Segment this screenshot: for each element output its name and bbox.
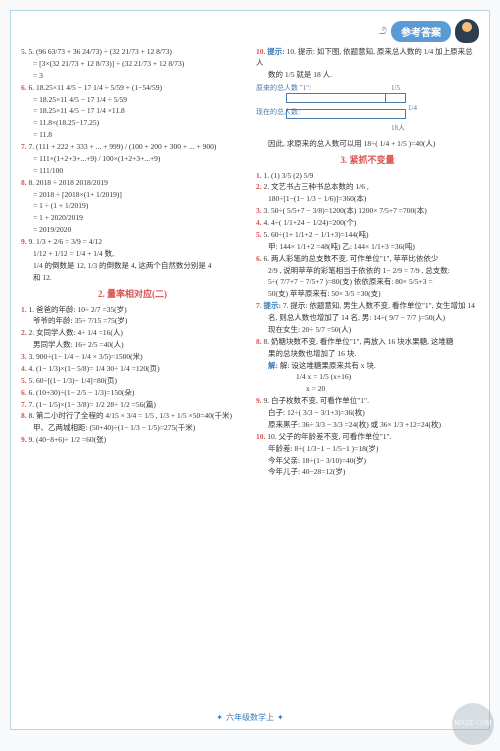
- r5: 5. 5. 60÷(1+ 1/1+2 − 1/1+3)=144(吨): [256, 230, 479, 241]
- step: 2/9 , 说明苹苹的彩笔相当于依依的 1− 2/9 = 7/9 , 总支数:: [256, 266, 479, 277]
- step: = 18.25×11 4/5 − 17 1/4 ×11.8: [21, 106, 244, 117]
- problem-7: 7. 7. (111 + 222 + 333 + ... + 999) / (1…: [21, 142, 244, 153]
- step: 解: 设这堆糖果原来共有 x 块.: [280, 361, 376, 370]
- step: 现在女生: 20÷ 5/7 =50(人): [256, 325, 479, 336]
- step: 今年父亲: 18÷(1− 3/10)=40(岁): [256, 456, 479, 467]
- step: 甲、乙两城相距: (50+40)÷(1− 1/3 − 1/5)=275(千米): [21, 423, 244, 434]
- footer-text: 六年级数学上: [226, 712, 274, 723]
- watermark: MXZE COM: [452, 703, 494, 745]
- step: 果的总块数也增加了 16 块.: [256, 349, 479, 360]
- page-footer: ✦ 六年级数学上 ✦: [11, 712, 489, 723]
- step: 白子: 12÷( 3/3 − 3/1+3)=36(枚): [256, 408, 479, 419]
- step: 因此, 求原来的总人数可以用 18÷( 1/4 + 1/5 )=40(人): [256, 139, 479, 150]
- header-deco: ೨: [379, 23, 387, 39]
- diag-label: 1/4: [408, 103, 417, 113]
- step: = 11.8: [21, 130, 244, 141]
- r2: 2. 2. 文艺书占三种书总本数的 1/6 ,: [256, 182, 479, 193]
- page: ೨ 参考答案 5. 5. (96 63/73 + 36 24/73) ÷ (32…: [10, 10, 490, 730]
- r8: 8. 8. 奶糖块数不变, 看作单位"1", 再放入 16 块水果糖, 这堆糖: [256, 337, 479, 348]
- step: 180÷[1−(1− 1/3 − 1/6)]=360(本): [256, 194, 479, 205]
- diag-label: 1/5: [391, 83, 400, 93]
- q9: 9. 9. (40−8+6)÷ 1/2 =60(张): [21, 435, 244, 446]
- step: 50(支) 苹苹原来有: 50× 3/5 =30(支): [256, 289, 479, 300]
- r3: 3. 3. 50÷( 5/5+7 − 3/8)=1200(本) 1200× 7/…: [256, 206, 479, 217]
- diag-bar-seg: [386, 93, 406, 103]
- step: 1/4 的倒数是 12, 1/3 的倒数是 4, 这两个自然数分别是 4: [21, 261, 244, 272]
- step: = 3: [21, 71, 244, 82]
- problem-6: 6. 6. 18.25×11 4/5 − 17 1/4 ÷ 5/59 + (1−…: [21, 83, 244, 94]
- q8: 8. 8. 第二小时行了全程的 4/15 × 3/4 = 1/5 , 1/3 +…: [21, 411, 244, 422]
- step: = 111/100: [21, 166, 244, 177]
- step: = 18.25×11 4/5 − 17 1/4 ÷ 5/59: [21, 95, 244, 106]
- section-title-2: 2. 量率相对应(二): [21, 288, 244, 301]
- step: 今年儿子: 40−28=12(岁): [256, 467, 479, 478]
- q4: 4. 4. (1− 1/3)×(1− 5/8)= 1/4 30÷ 1/4 =12…: [21, 364, 244, 375]
- step: 原来黑子: 36÷ 3/3 − 3/3 =24(枚) 或 36× 1/3 +12…: [256, 420, 479, 431]
- problem-10: 10. 提示: 10. 提示: 如下图, 依题意知, 原来总人数的 1/4 加上…: [256, 47, 479, 69]
- q6: 6. 6. (10+30)÷(1− 2/5 − 1/3)=150(朵): [21, 388, 244, 399]
- step: 爷爷的年龄: 35÷ 7/15 =75(岁): [21, 316, 244, 327]
- step: x = 20: [256, 384, 479, 395]
- problem-8: 8. 8. 2018 ÷ 2018 2018/2019: [21, 178, 244, 189]
- step: 和 12.: [21, 273, 244, 284]
- problem-5: 5. 5. (96 63/73 + 36 24/73) ÷ (32 21/73 …: [21, 47, 244, 58]
- diag-label: 18人: [391, 123, 405, 133]
- step: = 2019/2020: [21, 225, 244, 236]
- step: = 111×(1+2+3+...+9) / 100×(1+2+3+...+9): [21, 154, 244, 165]
- left-column: 5. 5. (96 63/73 + 36 24/73) ÷ (32 21/73 …: [21, 47, 244, 687]
- section-title-3: 3. 紧抓不变量: [256, 154, 479, 167]
- r9: 9. 9. 白子枚数不变, 可看作单位"1".: [256, 396, 479, 407]
- step: 5÷( 7/7+7 − 7/5+7 )=80(支) 依依原来有: 80× 5/5…: [256, 277, 479, 288]
- q7: 7. 7. (1− 1/5)×(1− 3/8)= 1/2 28÷ 1/2 =56…: [21, 400, 244, 411]
- step: = [3×(32 21/73 + 12 8/73)] ÷ (32 21/73 +…: [21, 59, 244, 70]
- step: 甲: 144× 1/1+2 =48(吨) 乙: 144× 1/1+3 =36(吨…: [256, 242, 479, 253]
- step: = 11.8×(18.25−17.25): [21, 118, 244, 129]
- step: = 2018 ÷ [2018×(1+ 1/2019)]: [21, 190, 244, 201]
- step: = 1 + 2020/2019: [21, 213, 244, 224]
- r6: 6. 6. 两人彩笔的总支数不变, 可作单位"1", 苹苹比依依少: [256, 254, 479, 265]
- step: 1/12 + 1/12 = 1/4 + 1/4 数,: [21, 249, 244, 260]
- diag-label: 原来的总人数 "1":: [256, 83, 311, 93]
- student-icon: [455, 19, 479, 43]
- header-badge: 参考答案: [391, 21, 451, 42]
- q2: 2. 2. 女同学人数: 4÷ 1/4 =16(人): [21, 328, 244, 339]
- step: = 1 ÷ (1 + 1/2019): [21, 201, 244, 212]
- star-icon: ✦: [216, 713, 223, 722]
- diag-bar-top: [286, 93, 386, 103]
- r1: 1. 1. (1) 3/5 (2) 5/9: [256, 171, 479, 182]
- page-header: ೨ 参考答案: [379, 19, 479, 43]
- step: 男同学人数: 16÷ 2/5 =40(人): [21, 340, 244, 351]
- step: 数的 1/5 就是 18 人.: [256, 70, 479, 81]
- q1: 1. 1. 爸爸的年龄: 10÷ 2/7 =35(岁): [21, 305, 244, 316]
- r10: 10. 10. 父子的年龄差不变, 可看作单位"1".: [256, 432, 479, 443]
- step: 年龄差: 8÷( 1/3−1 − 1/5−1 )=18(岁): [256, 444, 479, 455]
- r7: 7. 提示: 7. 提示: 依题意知, 男生人数不变, 看作单位"1", 女生增…: [256, 301, 479, 312]
- content-columns: 5. 5. (96 63/73 + 36 24/73) ÷ (32 21/73 …: [21, 47, 479, 687]
- right-column: 10. 提示: 10. 提示: 如下图, 依题意知, 原来总人数的 1/4 加上…: [256, 47, 479, 687]
- q5: 5. 5. 60÷[(1− 1/3)− 1/4]=80(页): [21, 376, 244, 387]
- step: 名, 则总人数也增加了 14 名, 男: 14÷( 9/7 − 7/7 )=50…: [256, 313, 479, 324]
- step: 1/4 x = 1/5 (x+16): [256, 372, 479, 383]
- problem-9: 9. 9. 1/3 + 2/6 = 3/9 = 4/12: [21, 237, 244, 248]
- star-icon: ✦: [277, 713, 284, 722]
- diagram: 原来的总人数 "1": 1/5 现在的总人数: 1/4 18人: [286, 85, 426, 135]
- diag-bar-bot: [286, 109, 406, 119]
- r4: 4. 4. 4÷( 1/1+24 − 1/24)=200(个): [256, 218, 479, 229]
- q3: 3. 3. 900÷(1− 1/4 − 1/4 × 3/5)=1500(米): [21, 352, 244, 363]
